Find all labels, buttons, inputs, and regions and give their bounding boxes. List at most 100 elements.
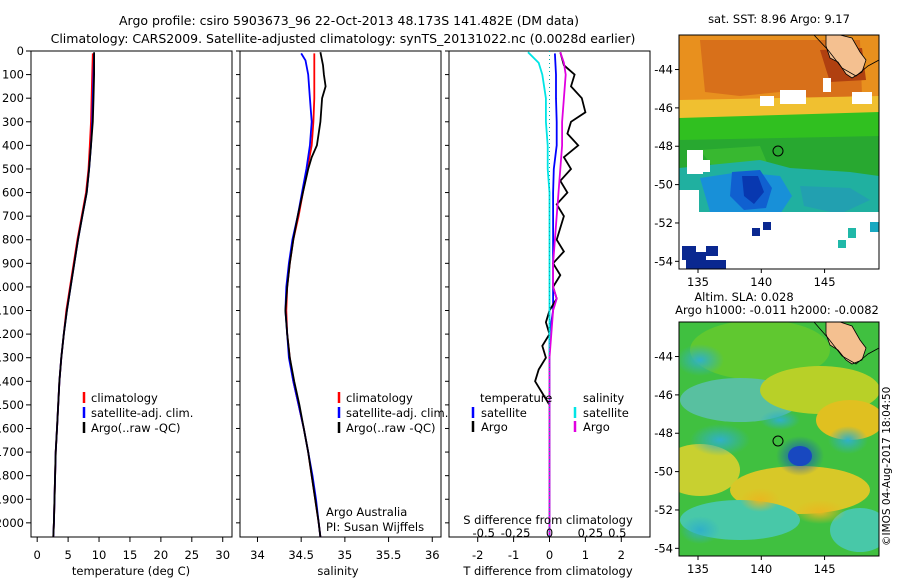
figure-title-line1: Argo profile: csiro 5903673_96 22-Oct-20… [119, 13, 579, 28]
depth-tick-label: 500 [2, 162, 24, 176]
legend-label: climatology [346, 391, 413, 405]
map-y-tick-label: -54 [654, 254, 673, 268]
series-line-s-argo [548, 51, 567, 537]
salinity-panel: 34 34.5 35 35.5 36 salinity climatologysatel… [239, 50, 448, 578]
map-y-tick-label: -52 [654, 503, 673, 517]
x-tick-label: 34.5 [288, 548, 314, 562]
s-tick-label: -0.5 [472, 526, 494, 540]
depth-tick-label: 1100 [0, 304, 24, 318]
depth-tick-label: 100 [2, 68, 24, 82]
depth-tick-label: 800 [2, 233, 24, 247]
x-tick-label: 35 [338, 548, 353, 562]
sla-map-ticks: 135 140 145 -44 -46 -48 -50 -52 -54 [654, 350, 835, 576]
series-line-argo-raw-qc- [52, 52, 95, 538]
difference-s-tick-labels: -0.5 -0.25 0 0.25 0.5 [472, 526, 626, 540]
difference-x-ticks: -2 -1 0 1 2 [472, 537, 625, 562]
sst-map-ticks: 135 140 145 -44 -46 -48 -50 -52 -54 [654, 63, 835, 289]
map-y-tick-label: -52 [654, 216, 673, 230]
map-x-tick-label: 145 [814, 275, 836, 289]
difference-top-label: S difference from climatology [463, 513, 633, 527]
depth-tick-label: 300 [2, 115, 24, 129]
difference-legend: temperature salinitysatelliteArgosatellit… [471, 391, 629, 434]
x-tick-label: 35.5 [376, 548, 402, 562]
legend-label: Argo [481, 420, 508, 434]
legend-label: satellite [583, 406, 629, 420]
sla-map-subtitle: Argo h1000: -0.011 h2000: -0.0082 [675, 303, 879, 317]
temperature-x-label: temperature (deg C) [72, 564, 190, 578]
x-tick-label: 36 [425, 548, 440, 562]
map-y-tick-label: -54 [654, 541, 673, 555]
map-x-tick-label: 135 [687, 275, 709, 289]
depth-tick-label: 2000 [0, 516, 24, 530]
map-y-tick-label: -50 [654, 178, 673, 192]
depth-tick-label: 1800 [0, 469, 24, 483]
difference-x-label: T difference from climatology [462, 564, 633, 578]
difference-series-group [527, 51, 587, 537]
map-y-tick-label: -44 [654, 63, 673, 77]
s-tick-label: 0.25 [578, 526, 604, 540]
salinity-x-label: salinity [317, 564, 358, 578]
x-tick-label: 15 [123, 548, 138, 562]
depth-axis-ticks: 0 100 200 300 400 500 600 700 800 900 1000 1100 1200… [0, 44, 449, 530]
depth-tick-label: 0 [17, 44, 24, 58]
x-tick-label: 1 [582, 548, 589, 562]
s-tick-label: 0.5 [608, 526, 626, 540]
imos-credit: ©IMOS 04-Aug-2017 18:04:50 [881, 387, 893, 546]
depth-tick-label: 900 [2, 256, 24, 270]
x-tick-label: 20 [154, 548, 169, 562]
map-x-tick-label: 140 [750, 562, 772, 576]
depth-tick-label: 200 [2, 91, 24, 105]
map-x-tick-label: 135 [687, 562, 709, 576]
series-line-climatology [285, 53, 322, 538]
x-tick-label: -2 [472, 548, 483, 562]
x-tick-label: 30 [215, 548, 230, 562]
sla-map-panel: Altim. SLA: 0.028 Argo h1000: -0.011 h20… [654, 290, 880, 576]
x-tick-label: 2 [618, 548, 625, 562]
sla-map-title: Altim. SLA: 0.028 [694, 290, 793, 304]
depth-tick-label: 700 [2, 209, 24, 223]
series-line-argo-raw-qc- [284, 52, 327, 538]
series-line-t-argo [534, 51, 587, 537]
salinity-series-group [284, 52, 327, 538]
depth-tick-label: 1200 [0, 327, 24, 341]
map-y-tick-label: -48 [654, 139, 673, 153]
salinity-annotation-pi: PI: Susan Wijffels [326, 520, 424, 534]
x-tick-label: 10 [92, 548, 107, 562]
x-tick-label: 0 [34, 548, 41, 562]
x-tick-label: 34 [250, 548, 265, 562]
temperature-panel: 0 5 10 15 20 25 30 0 100 200 300 400 500 600 700 800 90… [0, 44, 449, 578]
map-y-tick-label: -44 [654, 350, 673, 364]
figure-title-line2: Climatology: CARS2009. Satellite-adjuste… [51, 31, 636, 46]
map-y-tick-label: -48 [654, 426, 673, 440]
sla-map-frame [678, 321, 880, 557]
depth-tick-label: 1400 [0, 374, 24, 388]
x-tick-label: -1 [508, 548, 519, 562]
sla-map-field [679, 322, 879, 556]
legend-title-temperature: temperature [480, 391, 552, 405]
legend-label: satellite-adj. clim. [346, 406, 448, 420]
series-line-satellite-adj-clim- [284, 52, 322, 538]
salinity-annotation-org: Argo Australia [326, 505, 407, 519]
series-line-s-satellite [527, 51, 551, 537]
x-tick-label: 5 [64, 548, 71, 562]
x-tick-label: 0 [546, 548, 553, 562]
map-x-tick-label: 140 [750, 275, 772, 289]
map-y-tick-label: -50 [654, 465, 673, 479]
difference-panel: -2 -1 0 1 2 S difference from climatology -0… [448, 50, 651, 578]
sst-map-title: sat. SST: 8.96 Argo: 9.17 [708, 12, 850, 26]
legend-label: satellite-adj. clim. [91, 406, 193, 420]
legend-label: Argo(..raw -QC) [346, 421, 436, 435]
sst-map-profile-marker [772, 145, 784, 157]
depth-tick-label: 400 [2, 138, 24, 152]
salinity-x-ticks: 34 34.5 35 35.5 36 [250, 537, 440, 562]
depth-tick-label: 1500 [0, 398, 24, 412]
depth-tick-label: 600 [2, 186, 24, 200]
legend-label: satellite [481, 406, 527, 420]
legend-label: climatology [91, 391, 158, 405]
sst-map-frame [678, 34, 880, 270]
depth-tick-label: 1000 [0, 280, 24, 294]
s-tick-label: 0 [546, 526, 553, 540]
